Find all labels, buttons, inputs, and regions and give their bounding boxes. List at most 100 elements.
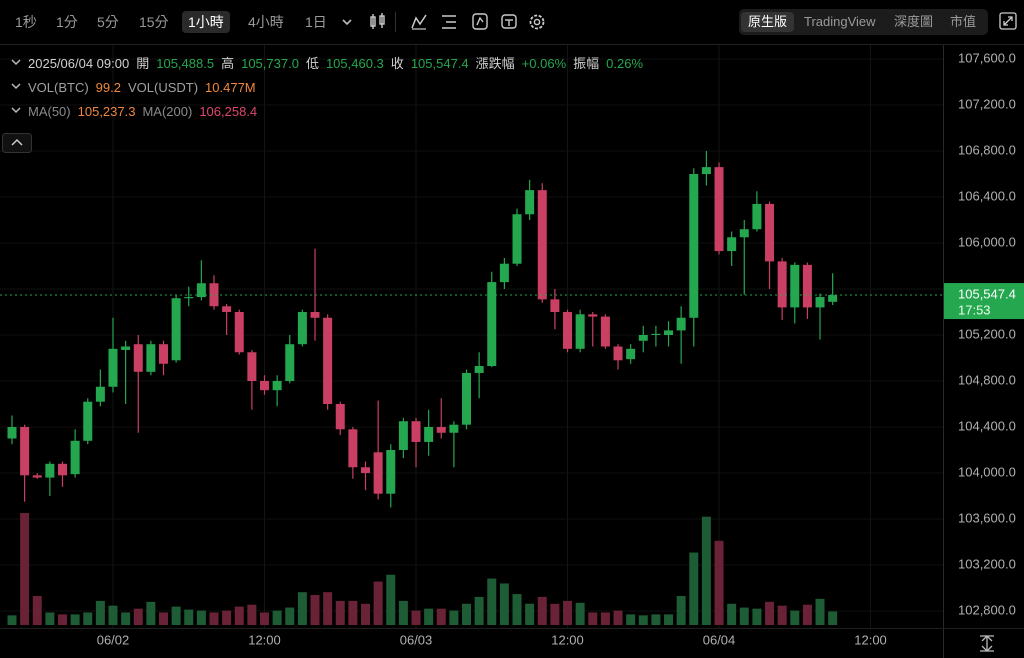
volume-bar xyxy=(95,600,105,625)
collapse-button[interactable] xyxy=(2,133,32,153)
timeframe-button[interactable]: 1日 xyxy=(305,14,327,30)
info-text: 0.26% xyxy=(606,56,644,71)
info-row: 2025/06/04 09:00 開 105,488.5 高 105,737.0 低 105… xyxy=(10,54,650,74)
candle-type-icon[interactable] xyxy=(369,12,387,32)
view-tabs: 原生版 TradingView 深度圖 市值 xyxy=(739,9,988,35)
draw-icon[interactable] xyxy=(471,12,489,32)
volume-bar xyxy=(260,612,270,625)
candle-body xyxy=(222,306,232,313)
candle-body xyxy=(70,440,80,475)
volume-bar xyxy=(765,601,775,625)
volume-bar xyxy=(133,608,143,625)
info-text: 105,488.5 xyxy=(156,56,215,71)
candle-body xyxy=(335,403,345,430)
volume-bar xyxy=(575,602,585,625)
y-tick-label: 106,000.0 xyxy=(958,234,1016,249)
volume-bar xyxy=(335,600,345,625)
y-tick-label: 104,400.0 xyxy=(958,418,1016,433)
timeframe-button[interactable]: 4小時 xyxy=(248,14,284,30)
candle-body xyxy=(285,344,295,382)
candle-body xyxy=(171,298,181,361)
timeframe-button[interactable]: 1分 xyxy=(56,14,78,30)
view-tab[interactable]: 市值 xyxy=(950,14,977,29)
candle-body xyxy=(424,426,434,442)
indicator-icon[interactable] xyxy=(410,12,428,32)
volume-bar xyxy=(159,612,169,625)
candle-body xyxy=(550,299,560,313)
candle-body xyxy=(20,426,30,476)
row-toggle[interactable] xyxy=(10,80,24,92)
volume-bar xyxy=(146,601,156,625)
candle-body xyxy=(196,283,206,298)
y-tick-label: 106,800.0 xyxy=(958,142,1016,157)
volume-bar xyxy=(285,607,295,625)
candle-body xyxy=(563,312,573,349)
volume-bar xyxy=(638,615,648,625)
candle-body xyxy=(95,386,105,402)
volume-bar xyxy=(297,592,307,625)
candle-body xyxy=(45,463,55,478)
timeframe-button[interactable]: 5分 xyxy=(97,14,119,30)
candle-body xyxy=(664,330,674,336)
volume-bar xyxy=(373,581,383,625)
row-toggle[interactable] xyxy=(10,56,24,68)
volume-bar xyxy=(70,614,80,625)
y-tick-label: 104,800.0 xyxy=(958,372,1016,387)
volume-bar xyxy=(398,600,408,625)
candle-body xyxy=(588,314,598,317)
more-timeframes-icon[interactable] xyxy=(340,12,354,32)
x-tick-label: 06/04 xyxy=(703,632,736,647)
volume-bar xyxy=(651,614,661,625)
row-toggle[interactable] xyxy=(10,104,24,116)
volume-bar xyxy=(222,610,232,625)
x-tick-label: 06/03 xyxy=(400,632,433,647)
volume-bar xyxy=(613,610,623,625)
candle-body xyxy=(752,203,762,230)
template-icon[interactable] xyxy=(500,12,518,32)
candle-body xyxy=(600,316,610,347)
volume-bar xyxy=(436,608,446,625)
info-text: MA(50) xyxy=(28,104,71,119)
info-text: 105,460.3 xyxy=(325,56,384,71)
y-tick-label: 106,400.0 xyxy=(958,188,1016,203)
volume-bar xyxy=(83,612,93,625)
volume-bar xyxy=(512,594,522,625)
volume-bar xyxy=(487,578,497,625)
candle-body xyxy=(133,344,143,372)
candle-body xyxy=(828,295,838,302)
candle-body xyxy=(727,237,737,252)
candle-body xyxy=(57,463,67,476)
candle-body xyxy=(234,312,244,353)
fullscreen-icon[interactable] xyxy=(999,11,1017,31)
settings-icon[interactable] xyxy=(528,12,546,32)
timeframe-button[interactable]: 1秒 xyxy=(15,14,37,30)
info-text: 開 xyxy=(136,56,150,71)
volume-bar xyxy=(727,603,737,625)
view-tab[interactable]: TradingView xyxy=(804,14,876,29)
candle-body xyxy=(32,475,42,478)
toolbar: 原生版 TradingView 深度圖 市值 1秒 1分 5分 15分 1小時 4小時 1日 xyxy=(0,0,1024,45)
view-tab[interactable]: 原生版 xyxy=(741,12,795,32)
list-icon[interactable] xyxy=(440,12,458,32)
info-text: 高 xyxy=(221,56,235,71)
volume-bar xyxy=(184,609,194,625)
timeframe-button[interactable]: 1小時 xyxy=(182,11,230,33)
candle-body xyxy=(83,401,93,441)
candle-body xyxy=(386,449,396,494)
timeframe-button[interactable]: 15分 xyxy=(139,14,169,30)
candle-body xyxy=(297,312,307,345)
candle-body xyxy=(714,167,724,252)
volume-bar xyxy=(121,612,131,625)
candle-body xyxy=(121,346,131,350)
volume-bar xyxy=(550,603,560,625)
info-text: VOL(BTC) xyxy=(28,80,89,95)
info-text: VOL(USDT) xyxy=(127,80,199,95)
info-text: 99.2 xyxy=(95,80,121,95)
axis-scale-icon[interactable] xyxy=(980,635,994,652)
candle-body xyxy=(777,261,787,308)
volume-bar xyxy=(525,603,535,625)
candle-body xyxy=(474,366,484,373)
countdown-label: 17:53 xyxy=(958,302,991,317)
view-tab[interactable]: 深度圖 xyxy=(894,14,934,29)
volume-bar xyxy=(752,608,762,625)
